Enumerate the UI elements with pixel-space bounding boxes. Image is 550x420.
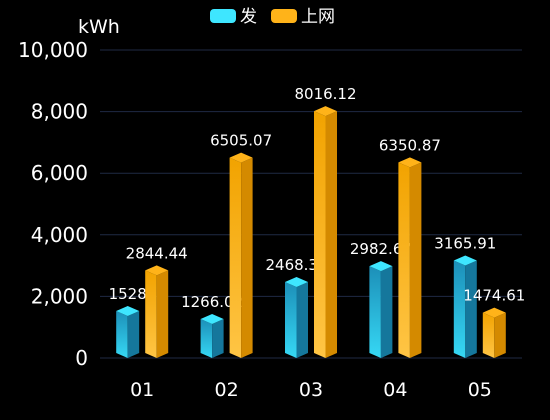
bar-face-left [200,319,213,358]
bar-上网-04: 6350.87 [379,136,441,358]
x-tick-label: 02 [215,379,239,401]
bar-发-03: 2468.39 [265,256,328,358]
data-label: 2468.39 [265,256,327,274]
x-tick-label: 05 [468,379,492,401]
bar-发-05: 3165.91 [434,234,496,358]
y-tick-label: 6,000 [31,161,88,185]
legend-label-1: 上网 [301,7,335,27]
bar-face-left [229,157,242,358]
data-label: 1266.02 [181,293,243,311]
data-label: 1528 [109,285,147,303]
bar-face-left [314,111,326,358]
bar-face-left [453,260,466,358]
bar-上网-05: 1474.61 [463,287,525,358]
y-tick-label: 4,000 [31,223,88,247]
bar-发-04: 2982.67 [350,240,412,358]
bar-上网-02: 6505.07 [210,132,272,358]
bar-top [453,255,477,266]
y-axis-label: kWh [78,16,120,38]
bar-face-right [325,111,337,358]
data-label: 3165.91 [434,234,496,252]
bar-face-left [285,281,297,358]
bar-face-left [369,266,381,358]
bar-发-02: 1266.02 [181,293,243,358]
bar-top [229,152,253,163]
data-label: 1474.61 [463,287,525,305]
bar-face-right [380,266,393,358]
bar-top [314,106,337,117]
bar-face-right [127,310,140,358]
legend: 发 上网 [210,7,335,27]
data-label: 2982.67 [350,240,412,258]
bar-top [482,307,506,318]
bar-face-right [241,157,253,358]
data-label: 6505.07 [210,132,272,150]
bar-top [369,261,393,272]
legend-label-0: 发 [240,7,257,27]
y-tick-label: 8,000 [31,100,88,124]
bars: 1528 2844.44 01 1266.02 6505.07 02 2468.39 8016… [109,85,526,401]
x-tick-label: 01 [130,379,154,401]
bar-face-left [145,270,157,358]
bar-face-right [465,260,477,358]
y-tick-label: 2,000 [31,284,88,308]
bar-top [145,265,169,276]
bar-top [398,157,422,168]
bar-face-right [212,319,224,358]
bar-face-right [409,162,422,358]
bar-face-left [116,310,128,358]
legend-swatch-0 [210,9,236,23]
bar-face-right [296,281,308,358]
bar-top [116,305,140,316]
x-tick-label: 03 [299,379,323,401]
x-tick-label: 04 [383,379,407,401]
bar-face-right [156,270,169,358]
bar-上网-03: 8016.12 [294,85,357,358]
grid-lines: 0 2,000 4,000 6,000 8,000 10,000 [18,38,522,370]
bar-上网-01: 2844.44 [126,244,188,358]
bar-发-01: 1528 [109,285,147,358]
bar-face-left [482,312,495,358]
bar-top [285,276,308,287]
data-label: 2844.44 [126,244,188,262]
bar-face-right [494,312,506,358]
data-label: 6350.87 [379,136,441,154]
legend-swatch-1 [271,9,297,23]
data-label: 8016.12 [294,85,356,103]
y-tick-label: 0 [75,346,88,370]
bar-face-left [398,162,410,358]
bar-top [200,314,224,325]
y-tick-label: 10,000 [18,38,88,62]
